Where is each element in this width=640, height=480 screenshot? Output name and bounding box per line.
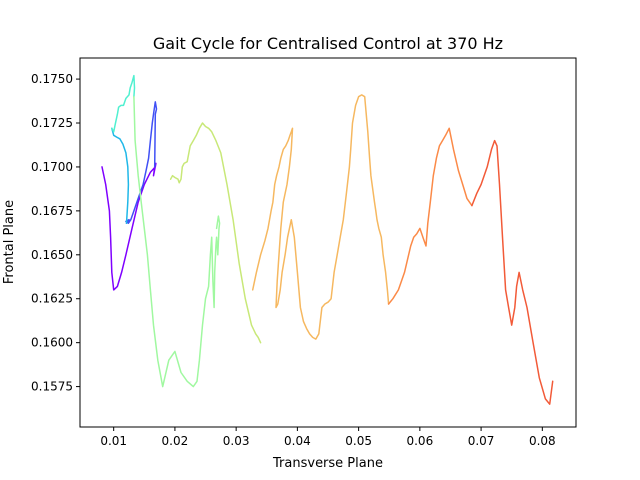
x-tick-label: 0.08 (529, 434, 556, 448)
y-tick-label: 0.1725 (31, 116, 73, 130)
series-layer (101, 74, 554, 405)
x-tick-label: 0.05 (345, 434, 372, 448)
series-line-1 (101, 162, 157, 291)
y-tick-label: 0.1700 (31, 160, 73, 174)
x-tick-label: 0.07 (468, 434, 495, 448)
y-tick-label: 0.1625 (31, 292, 73, 306)
y-tick-label: 0.1575 (31, 380, 73, 394)
x-tick-label: 0.06 (406, 434, 433, 448)
y-tick-label: 0.1750 (31, 72, 73, 86)
y-tick-label: 0.1650 (31, 248, 73, 262)
series-line-6 (169, 122, 262, 344)
series-line-2 (125, 101, 158, 224)
series-line-5 (133, 95, 221, 388)
series-line-3 (111, 127, 130, 224)
x-tick-label: 0.01 (100, 434, 127, 448)
x-tick-label: 0.03 (223, 434, 250, 448)
y-axis-label: Frontal Plane (2, 200, 17, 284)
series-line-9 (471, 139, 554, 405)
x-tick-label: 0.04 (284, 434, 311, 448)
y-tick-label: 0.1600 (31, 336, 73, 350)
x-tick-label: 0.02 (162, 434, 189, 448)
x-axis-label: Transverse Plane (272, 456, 383, 471)
series-line-8 (387, 127, 473, 305)
x-axis: 0.01 0.02 0.03 0.04 0.05 0.06 0.07 0.08 (100, 427, 556, 448)
series-line-4 (111, 74, 136, 133)
y-tick-label: 0.1675 (31, 204, 73, 218)
y-axis: 0.1575 0.1600 0.1625 0.1650 0.1675 0.1700 0.17… (31, 72, 80, 394)
series-line-7 (251, 94, 390, 340)
chart-title: Gait Cycle for Centralised Control at 37… (153, 34, 503, 53)
plot-frame (79, 57, 577, 428)
